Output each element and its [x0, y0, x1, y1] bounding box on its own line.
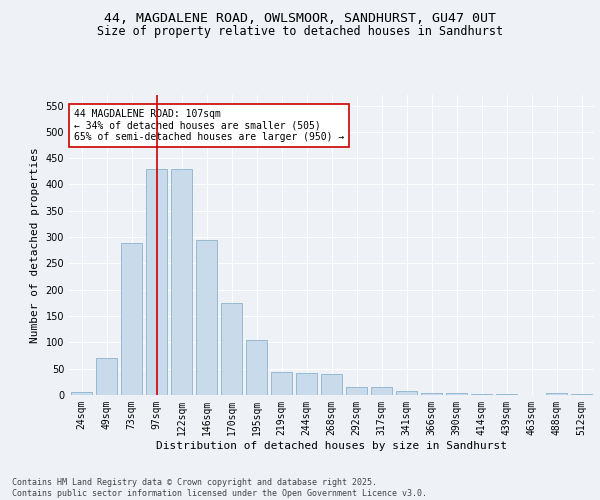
Bar: [396, 391, 417, 395]
Bar: [171, 168, 192, 395]
Bar: [321, 374, 342, 395]
Bar: [96, 358, 117, 395]
Y-axis label: Number of detached properties: Number of detached properties: [30, 147, 40, 343]
Bar: [421, 393, 442, 395]
Bar: [546, 394, 567, 395]
Bar: [446, 394, 467, 395]
Text: Contains HM Land Registry data © Crown copyright and database right 2025.
Contai: Contains HM Land Registry data © Crown c…: [12, 478, 427, 498]
Bar: [271, 372, 292, 395]
Bar: [296, 373, 317, 395]
X-axis label: Distribution of detached houses by size in Sandhurst: Distribution of detached houses by size …: [156, 440, 507, 450]
Text: Size of property relative to detached houses in Sandhurst: Size of property relative to detached ho…: [97, 25, 503, 38]
Bar: [146, 168, 167, 395]
Bar: [221, 303, 242, 395]
Bar: [71, 392, 92, 395]
Bar: [371, 387, 392, 395]
Bar: [346, 387, 367, 395]
Bar: [471, 394, 492, 395]
Bar: [246, 340, 267, 395]
Bar: [571, 394, 592, 395]
Bar: [121, 243, 142, 395]
Text: 44, MAGDALENE ROAD, OWLSMOOR, SANDHURST, GU47 0UT: 44, MAGDALENE ROAD, OWLSMOOR, SANDHURST,…: [104, 12, 496, 26]
Bar: [196, 240, 217, 395]
Bar: [496, 394, 517, 395]
Text: 44 MAGDALENE ROAD: 107sqm
← 34% of detached houses are smaller (505)
65% of semi: 44 MAGDALENE ROAD: 107sqm ← 34% of detac…: [74, 108, 344, 142]
